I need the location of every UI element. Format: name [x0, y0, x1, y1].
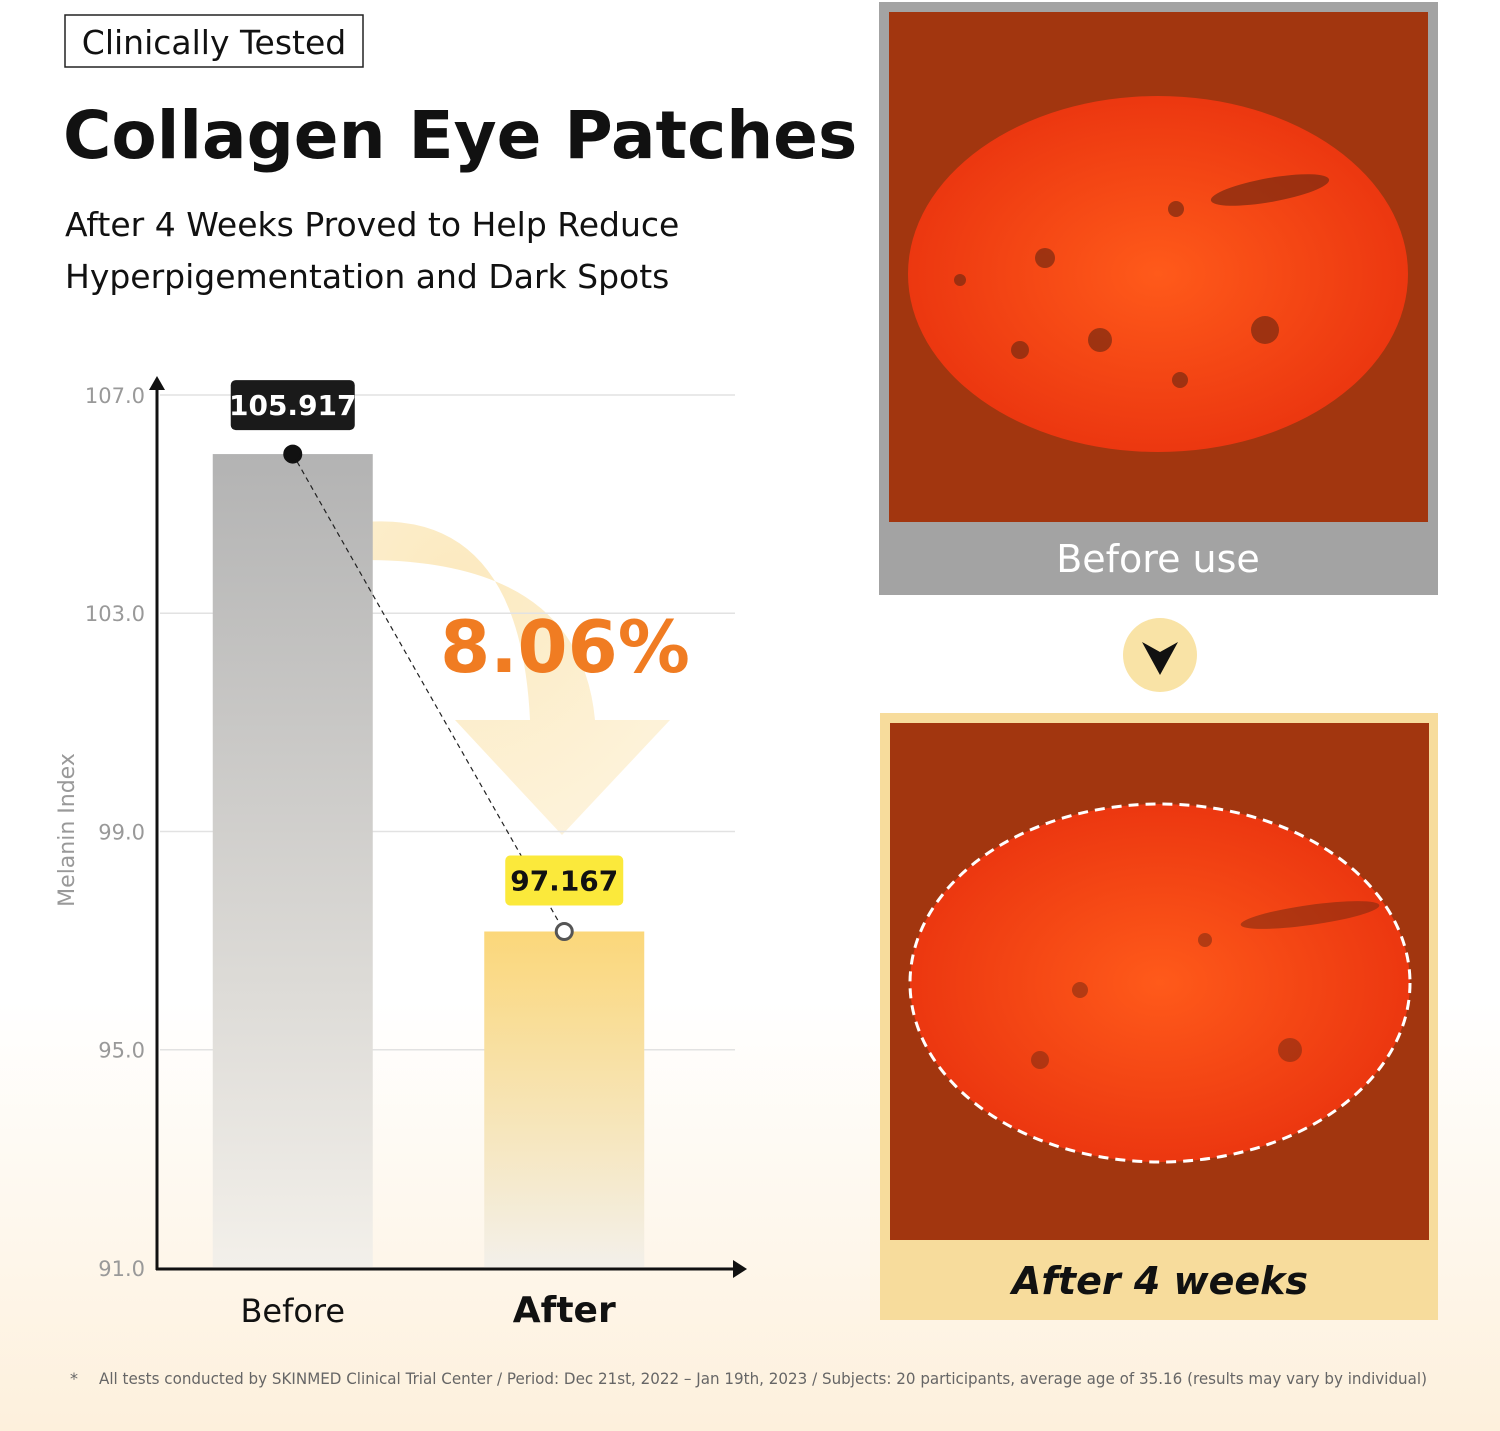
x-tick-label: After	[513, 1290, 616, 1331]
value-label: 97.167	[510, 865, 618, 898]
trend-arrow	[365, 521, 670, 835]
title: Collagen Eye Patches	[63, 97, 857, 174]
down-arrow	[1142, 642, 1178, 675]
change-line	[292, 453, 565, 932]
value-label: 105.917	[229, 389, 357, 422]
spots	[954, 174, 1330, 388]
x-axis-arrow	[733, 1260, 747, 1278]
x-tick-label: Before	[240, 1292, 345, 1330]
badge: Clinically Tested	[82, 23, 346, 62]
y-tick-label: 107.0	[85, 384, 145, 408]
spots	[1031, 901, 1380, 1069]
bar	[212, 454, 373, 1268]
y-axis-arrow	[149, 376, 165, 390]
y-tick-label: 91.0	[98, 1257, 145, 1281]
y-tick-label: 103.0	[85, 602, 145, 626]
value-label-box	[230, 380, 355, 431]
y-tick-label: 99.0	[98, 820, 145, 844]
bar	[484, 931, 645, 1268]
after-caption: After 4 weeks	[1009, 1259, 1308, 1303]
value-label-box	[505, 855, 624, 906]
footnote: All tests conducted by SKINMED Clinical …	[99, 1369, 1427, 1388]
subtitle-line: Hyperpigementation and Dark Spots	[65, 257, 669, 296]
y-axis-label: Melanin Index	[55, 753, 80, 907]
y-tick-label: 95.0	[98, 1039, 145, 1063]
before-caption: Before use	[1056, 537, 1260, 581]
before-area	[908, 96, 1408, 452]
badge-box	[64, 14, 364, 68]
subtitle-line: After 4 Weeks Proved to Help Reduce	[65, 205, 679, 244]
annotation: 8.06%	[440, 605, 690, 689]
value-dot	[283, 444, 303, 464]
chart: 107.0 103.0 99.0 95.0 91.0 Melanin Index Befor…	[55, 376, 747, 1331]
value-dot	[554, 922, 574, 942]
footnote-marker: *	[70, 1369, 78, 1388]
after-area	[908, 802, 1412, 1164]
